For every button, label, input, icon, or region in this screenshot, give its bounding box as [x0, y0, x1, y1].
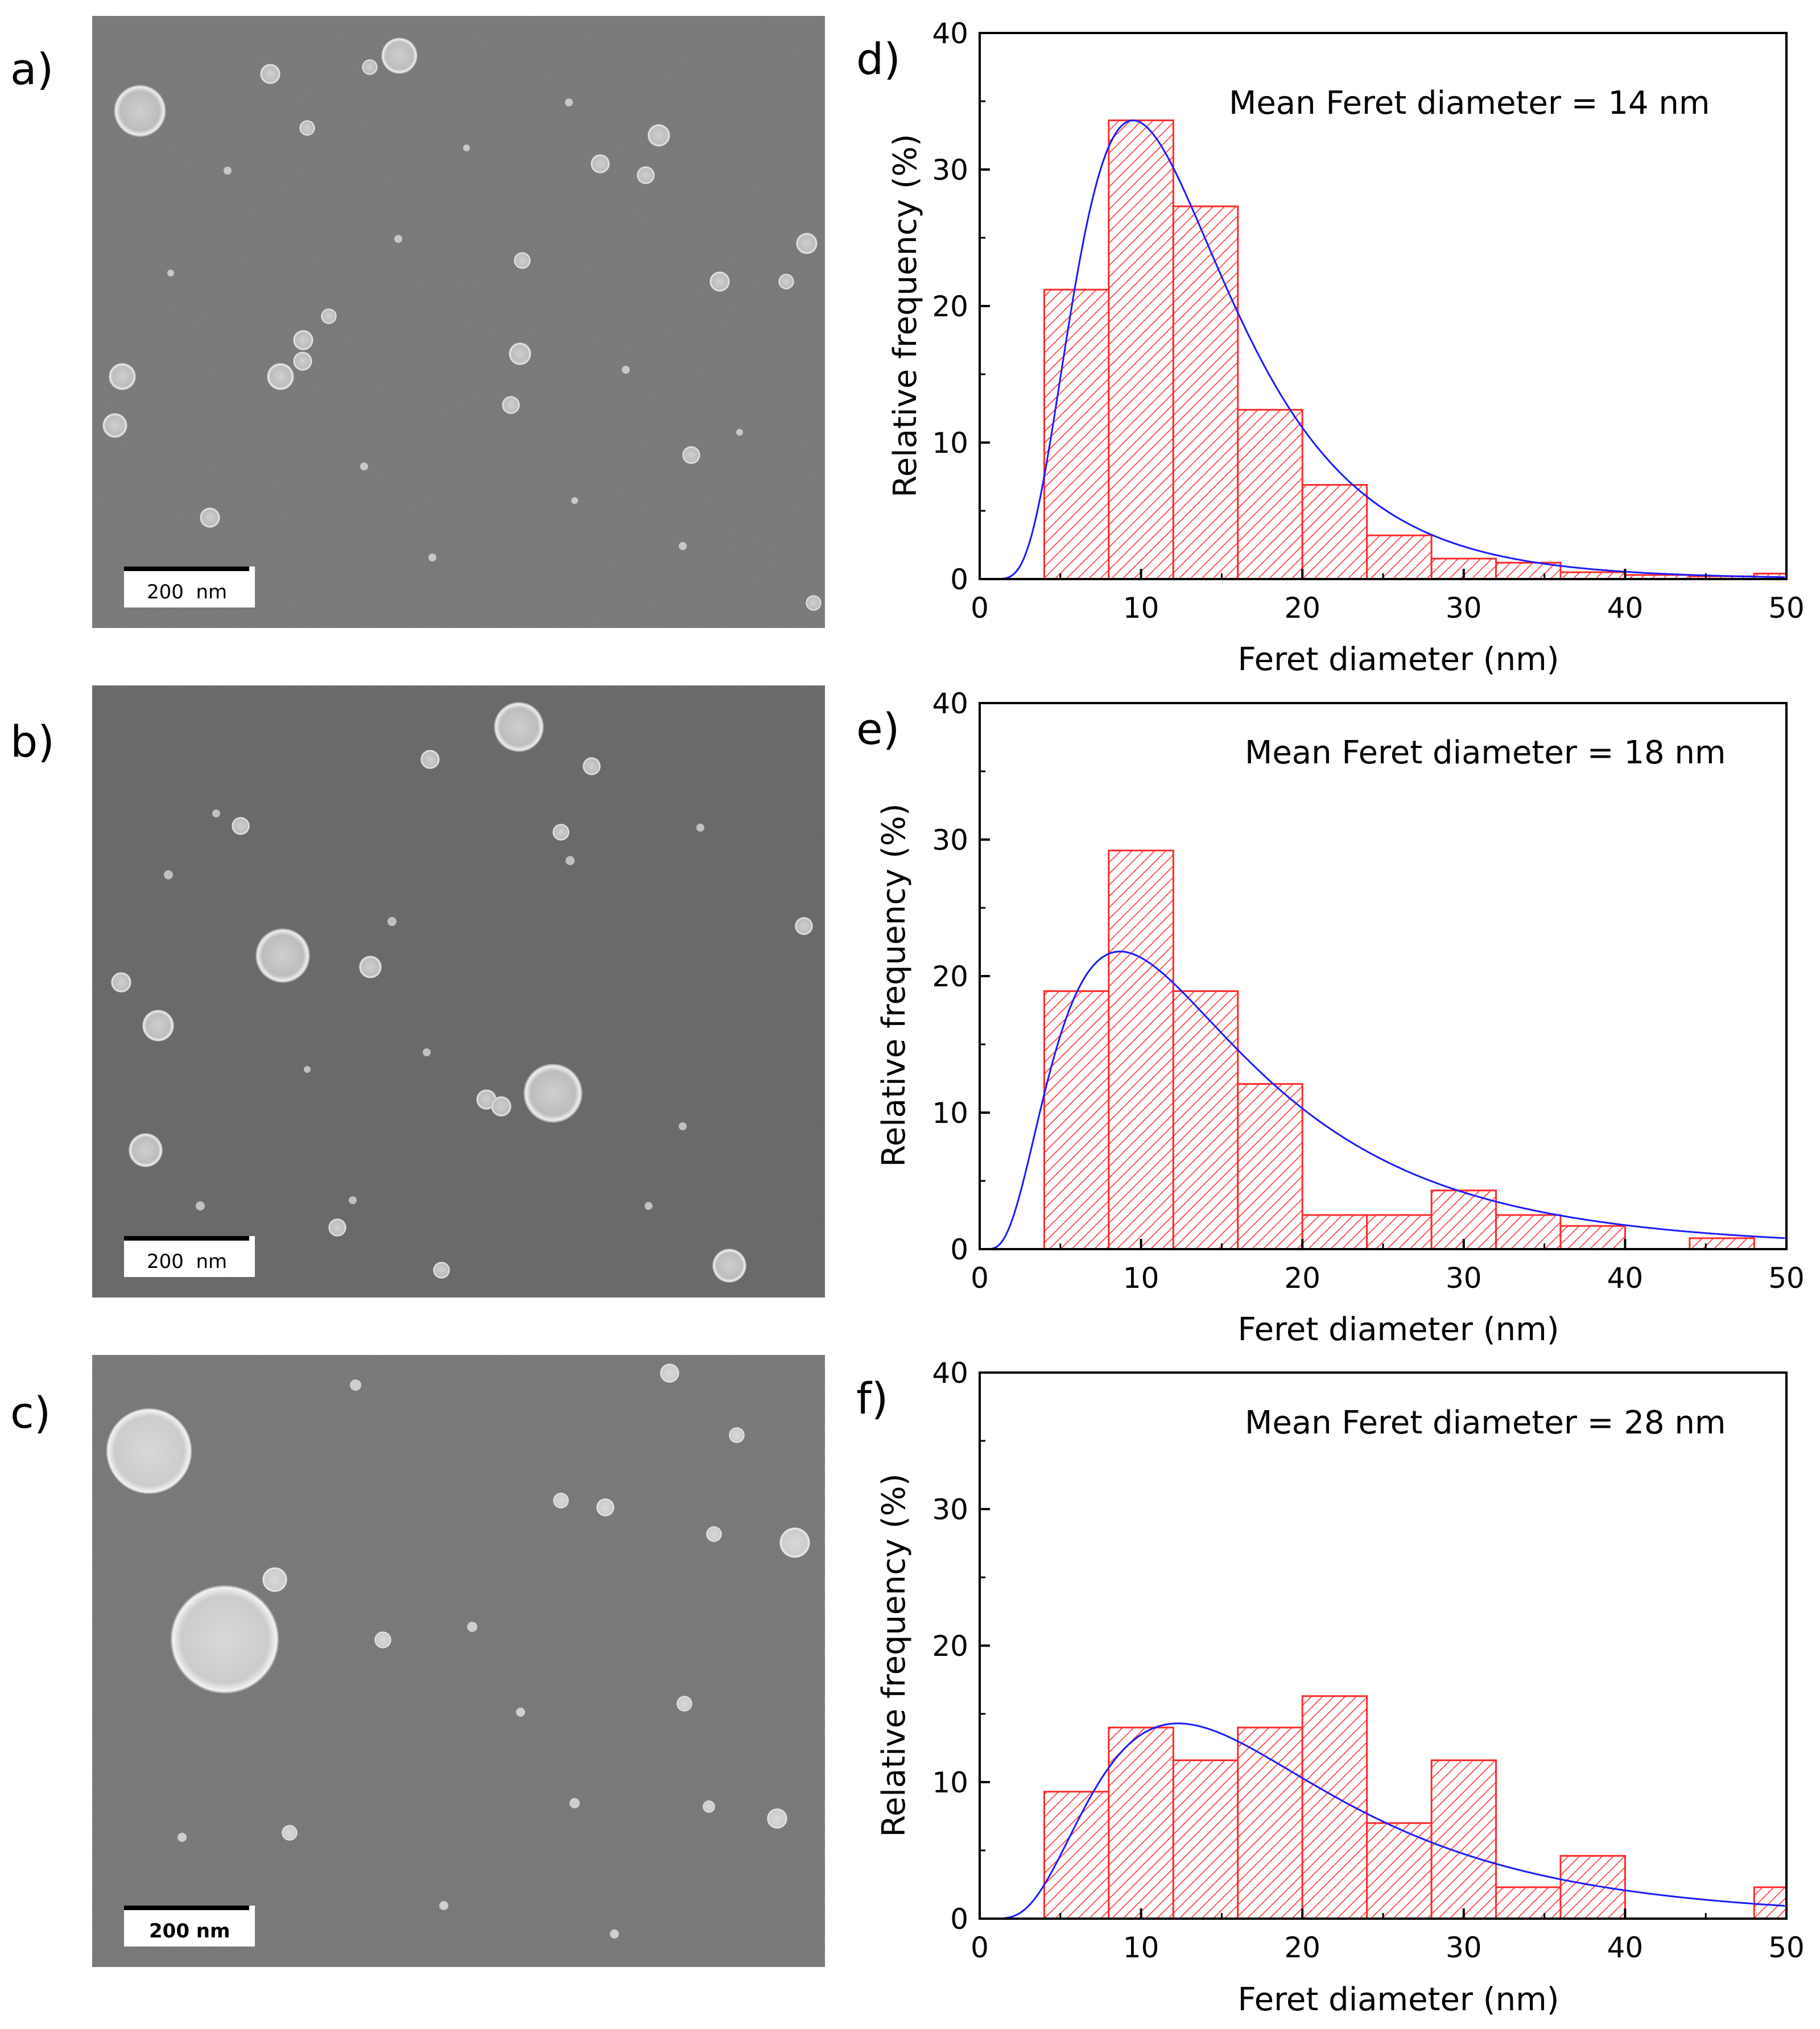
- x-tick-label-f-5: 50: [1768, 1931, 1805, 1964]
- bar-d-1: [1108, 119, 1174, 580]
- x-tick-label-d-2: 20: [1284, 592, 1320, 625]
- x-tick-label-e-2: 20: [1284, 1262, 1320, 1295]
- histogram-e: e) 0 10 20 30 40 50 0 10 20 30 40 Mean Feret diame…: [856, 687, 1805, 1348]
- scale-bar-label-a: 200 nm: [147, 581, 227, 604]
- fit-curve-e: [989, 951, 1785, 1250]
- y-tick-label-f-4: 40: [932, 1357, 968, 1390]
- x-tick-label-e-0: 0: [971, 1262, 989, 1295]
- x-tick-label-e-1: 10: [1123, 1262, 1159, 1295]
- x-tick-label-f-0: 0: [971, 1931, 989, 1964]
- y-tick-label-d-4: 40: [932, 17, 968, 50]
- scale-bar-b: 200 nm: [124, 1236, 255, 1277]
- x-axis-title-e: Feret diameter (nm): [1237, 1311, 1559, 1348]
- y-tick-label-e-2: 20: [932, 960, 968, 993]
- x-tick-label-f-4: 40: [1607, 1931, 1644, 1964]
- sem-image-b: 200 nm: [92, 685, 825, 1297]
- y-tick-label-d-0: 0: [950, 563, 968, 596]
- panel-label-f: f): [856, 1373, 888, 1424]
- bar-f-1: [1108, 1726, 1174, 1920]
- ticks-f: 0 10 20 30 40 50 0 10 20 30 40: [932, 1357, 1804, 1964]
- bar-f-7: [1495, 1886, 1562, 1920]
- bar-d-5: [1366, 534, 1433, 580]
- x-tick-label-d-0: 0: [971, 592, 989, 625]
- scale-bar-label-c: 200 nm: [149, 1920, 230, 1943]
- x-tick-label-d-3: 30: [1446, 592, 1482, 625]
- scale-bar-label-b: 200 nm: [147, 1250, 227, 1273]
- mean-annotation-e: Mean Feret diameter = 18 nm: [1245, 734, 1726, 771]
- bar-e-0: [1043, 990, 1110, 1250]
- histogram-d: d) 0 10 20 30 40 50 0 10 20 30 40 Mean Feret diame…: [856, 17, 1805, 678]
- bar-f-3: [1237, 1726, 1303, 1920]
- particles-c: [106, 1363, 810, 1939]
- y-tick-label-e-3: 30: [932, 824, 968, 857]
- x-tick-label-f-3: 30: [1446, 1931, 1482, 1964]
- x-tick-label-f-1: 10: [1123, 1931, 1159, 1964]
- x-tick-label-e-4: 40: [1607, 1262, 1644, 1295]
- x-tick-label-e-5: 50: [1768, 1262, 1805, 1295]
- bars-e: [1043, 849, 1755, 1250]
- y-tick-label-e-4: 40: [932, 687, 968, 720]
- fit-curve-f: [989, 1722, 1785, 1920]
- bar-f-8: [1559, 1855, 1626, 1920]
- bar-f-5: [1366, 1822, 1433, 1920]
- x-tick-label-d-5: 50: [1768, 592, 1805, 625]
- mean-annotation-f: Mean Feret diameter = 28 nm: [1245, 1404, 1726, 1441]
- bar-e-7: [1495, 1214, 1562, 1250]
- bar-d-0: [1043, 288, 1110, 580]
- scale-bar-a: 200 nm: [124, 567, 255, 608]
- bars-d: [1043, 119, 1788, 580]
- panel-label-e: e): [856, 704, 899, 754]
- bar-f-0: [1043, 1791, 1110, 1920]
- x-axis-title-f: Feret diameter (nm): [1237, 1981, 1559, 2018]
- y-axis-title-d: Relative frequency (%): [887, 134, 924, 497]
- scale-bar-c: 200 nm: [124, 1906, 255, 1947]
- y-axis-title-f: Relative frequency (%): [876, 1473, 913, 1837]
- y-axis-title-e: Relative frequency (%): [876, 803, 913, 1167]
- x-axis-title-d: Feret diameter (nm): [1237, 641, 1559, 678]
- bar-e-5: [1366, 1214, 1433, 1250]
- sem-image-c: 200 nm: [92, 1355, 825, 1967]
- ticks-e: 0 10 20 30 40 50 0 10 20 30 40: [932, 687, 1804, 1295]
- bar-d-2: [1172, 205, 1239, 580]
- fit-curve-d: [989, 119, 1785, 580]
- y-tick-label-f-2: 20: [932, 1630, 968, 1663]
- bar-d-4: [1301, 484, 1368, 580]
- bar-e-10: [1689, 1237, 1755, 1250]
- x-tick-label-f-2: 20: [1284, 1931, 1320, 1964]
- ticks-d: 0 10 20 30 40 50 0 10 20 30 40: [932, 17, 1804, 625]
- panel-label-c: c): [10, 1387, 51, 1438]
- y-tick-label-e-1: 10: [932, 1097, 968, 1130]
- y-tick-label-d-3: 30: [932, 154, 968, 187]
- bar-f-6: [1430, 1759, 1497, 1920]
- bar-e-1: [1108, 849, 1174, 1250]
- x-tick-label-d-1: 10: [1123, 592, 1159, 625]
- y-tick-label-d-1: 10: [932, 427, 968, 460]
- x-tick-label-e-3: 30: [1446, 1262, 1482, 1295]
- panel-label-a: a): [10, 44, 53, 94]
- mean-annotation-d: Mean Feret diameter = 14 nm: [1229, 85, 1710, 122]
- y-tick-label-f-3: 30: [932, 1493, 968, 1526]
- bar-f-11: [1753, 1886, 1788, 1920]
- bars-f: [1043, 1695, 1788, 1920]
- histogram-f: f) 0 10 20 30 40 50 0 10 20 30 40 Mean Feret diame…: [856, 1357, 1805, 2018]
- particles-a: [102, 38, 822, 611]
- bar-e-4: [1301, 1214, 1368, 1250]
- x-tick-label-d-4: 40: [1607, 592, 1644, 625]
- bar-e-3: [1237, 1083, 1303, 1250]
- y-tick-label-d-2: 20: [932, 290, 968, 323]
- sem-image-a: 200 nm: [92, 16, 825, 628]
- bar-e-2: [1172, 990, 1239, 1250]
- bar-d-3: [1237, 408, 1303, 580]
- panel-label-b: b): [10, 716, 55, 767]
- particles-b: [111, 702, 813, 1283]
- y-tick-label-f-0: 0: [950, 1903, 968, 1936]
- bar-e-8: [1559, 1225, 1626, 1250]
- bar-f-2: [1172, 1759, 1239, 1920]
- y-tick-label-f-1: 10: [932, 1766, 968, 1799]
- y-tick-label-e-0: 0: [950, 1233, 968, 1266]
- bar-f-4: [1301, 1695, 1368, 1920]
- panel-label-d: d): [856, 34, 901, 84]
